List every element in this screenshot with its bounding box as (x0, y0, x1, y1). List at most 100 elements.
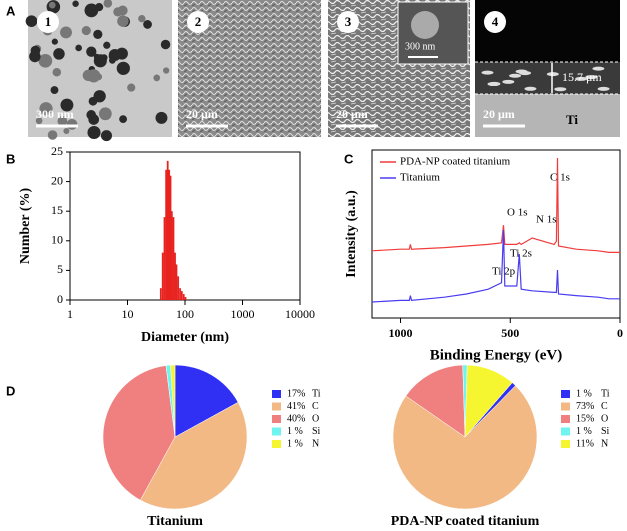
bar (163, 217, 166, 300)
image-number: 4 (492, 14, 499, 29)
plot-frame (69, 151, 301, 301)
particle (30, 45, 41, 56)
bar (159, 288, 162, 300)
particle (39, 102, 53, 116)
legend-label: Titanium (400, 172, 440, 184)
legend-label: O (601, 413, 608, 424)
scale-label: 20 μm (483, 107, 515, 121)
particle (113, 7, 123, 17)
particle (103, 0, 113, 8)
bar (184, 297, 187, 300)
x-tick-label: 1000 (389, 326, 413, 340)
particle (81, 26, 91, 36)
particle (52, 68, 62, 77)
peak-label: Ti 2s (510, 248, 532, 260)
pie-slice (102, 365, 176, 501)
particle (57, 116, 68, 127)
particle (48, 1, 56, 9)
pie-slice (174, 364, 239, 438)
bar (174, 252, 176, 300)
x-tick-label: 1 (67, 307, 73, 321)
y-tick-label: 20 (51, 173, 63, 187)
particle (53, 48, 65, 60)
plot-frame (371, 149, 621, 319)
legend-value: 17% (287, 388, 305, 399)
panel-label: D (6, 383, 15, 398)
legend-label: Ti (312, 388, 321, 399)
pore (597, 86, 610, 91)
image-number: 3 (345, 14, 352, 29)
legend-swatch (272, 427, 281, 436)
legend-swatch (272, 390, 281, 398)
particle (153, 74, 161, 82)
legend-value: 1 % (287, 426, 303, 437)
image-number: 1 (45, 14, 52, 29)
particle (60, 26, 72, 39)
y-tick-label: 10 (51, 233, 63, 247)
legend-value: 1 % (576, 426, 592, 437)
pore (554, 87, 567, 92)
panel-label: B (6, 151, 15, 166)
legend-label: C (601, 401, 608, 412)
particle (50, 86, 59, 95)
bar (180, 291, 183, 300)
y-axis-label: Number (%) (18, 187, 33, 264)
particle (25, 15, 38, 27)
particle (35, 117, 43, 125)
legend-swatch (272, 440, 281, 448)
legend-swatch (561, 402, 570, 411)
spectrum-line (371, 229, 620, 303)
legend-value: 40% (287, 413, 305, 424)
pore (481, 70, 494, 75)
legend-label: N (312, 438, 319, 449)
pie-slice (139, 401, 248, 510)
number-badge (484, 11, 506, 33)
bar (177, 276, 180, 300)
x-axis-label: Binding Energy (eV) (430, 347, 563, 363)
pore (509, 73, 522, 78)
x-tick-label: 500 (501, 326, 519, 340)
pore (546, 72, 559, 77)
legend-label: O (312, 413, 319, 424)
scale-label: 20 μm (336, 107, 368, 121)
bar (165, 169, 168, 300)
particle (155, 111, 168, 124)
particle (115, 47, 128, 60)
particle (84, 3, 99, 18)
legend-swatch (561, 440, 570, 448)
image-number: 2 (195, 14, 202, 29)
pie-title: Titanium (147, 514, 203, 529)
x-tick-label: 10000 (285, 307, 315, 321)
particle (47, 130, 58, 140)
particle (86, 46, 97, 57)
legend-value: 1 % (576, 388, 592, 399)
particle (93, 90, 106, 103)
particle (63, 128, 70, 135)
number-badge (37, 11, 59, 33)
legend-swatch (561, 415, 570, 423)
number-badge (187, 11, 209, 33)
pore (488, 81, 501, 86)
particle (116, 61, 130, 75)
pie-slice (405, 364, 466, 438)
particle (160, 39, 171, 50)
bar (168, 169, 171, 300)
pore (515, 69, 528, 74)
particle (117, 15, 129, 27)
legend-label: Si (601, 426, 610, 437)
x-axis-label: Diameter (nm) (141, 330, 229, 345)
peak-label: O 1s (507, 207, 527, 219)
pore (524, 86, 537, 91)
bar (182, 294, 185, 300)
bar (175, 264, 178, 300)
bar (166, 160, 169, 300)
legend-value: 15% (576, 413, 594, 424)
pie-slice (392, 385, 538, 510)
y-tick-label: 15 (51, 203, 63, 217)
legend-label: C (312, 401, 319, 412)
legend-label: N (601, 438, 608, 449)
pore (592, 66, 605, 71)
particle (143, 20, 152, 29)
peak-label: C 1s (550, 172, 570, 184)
